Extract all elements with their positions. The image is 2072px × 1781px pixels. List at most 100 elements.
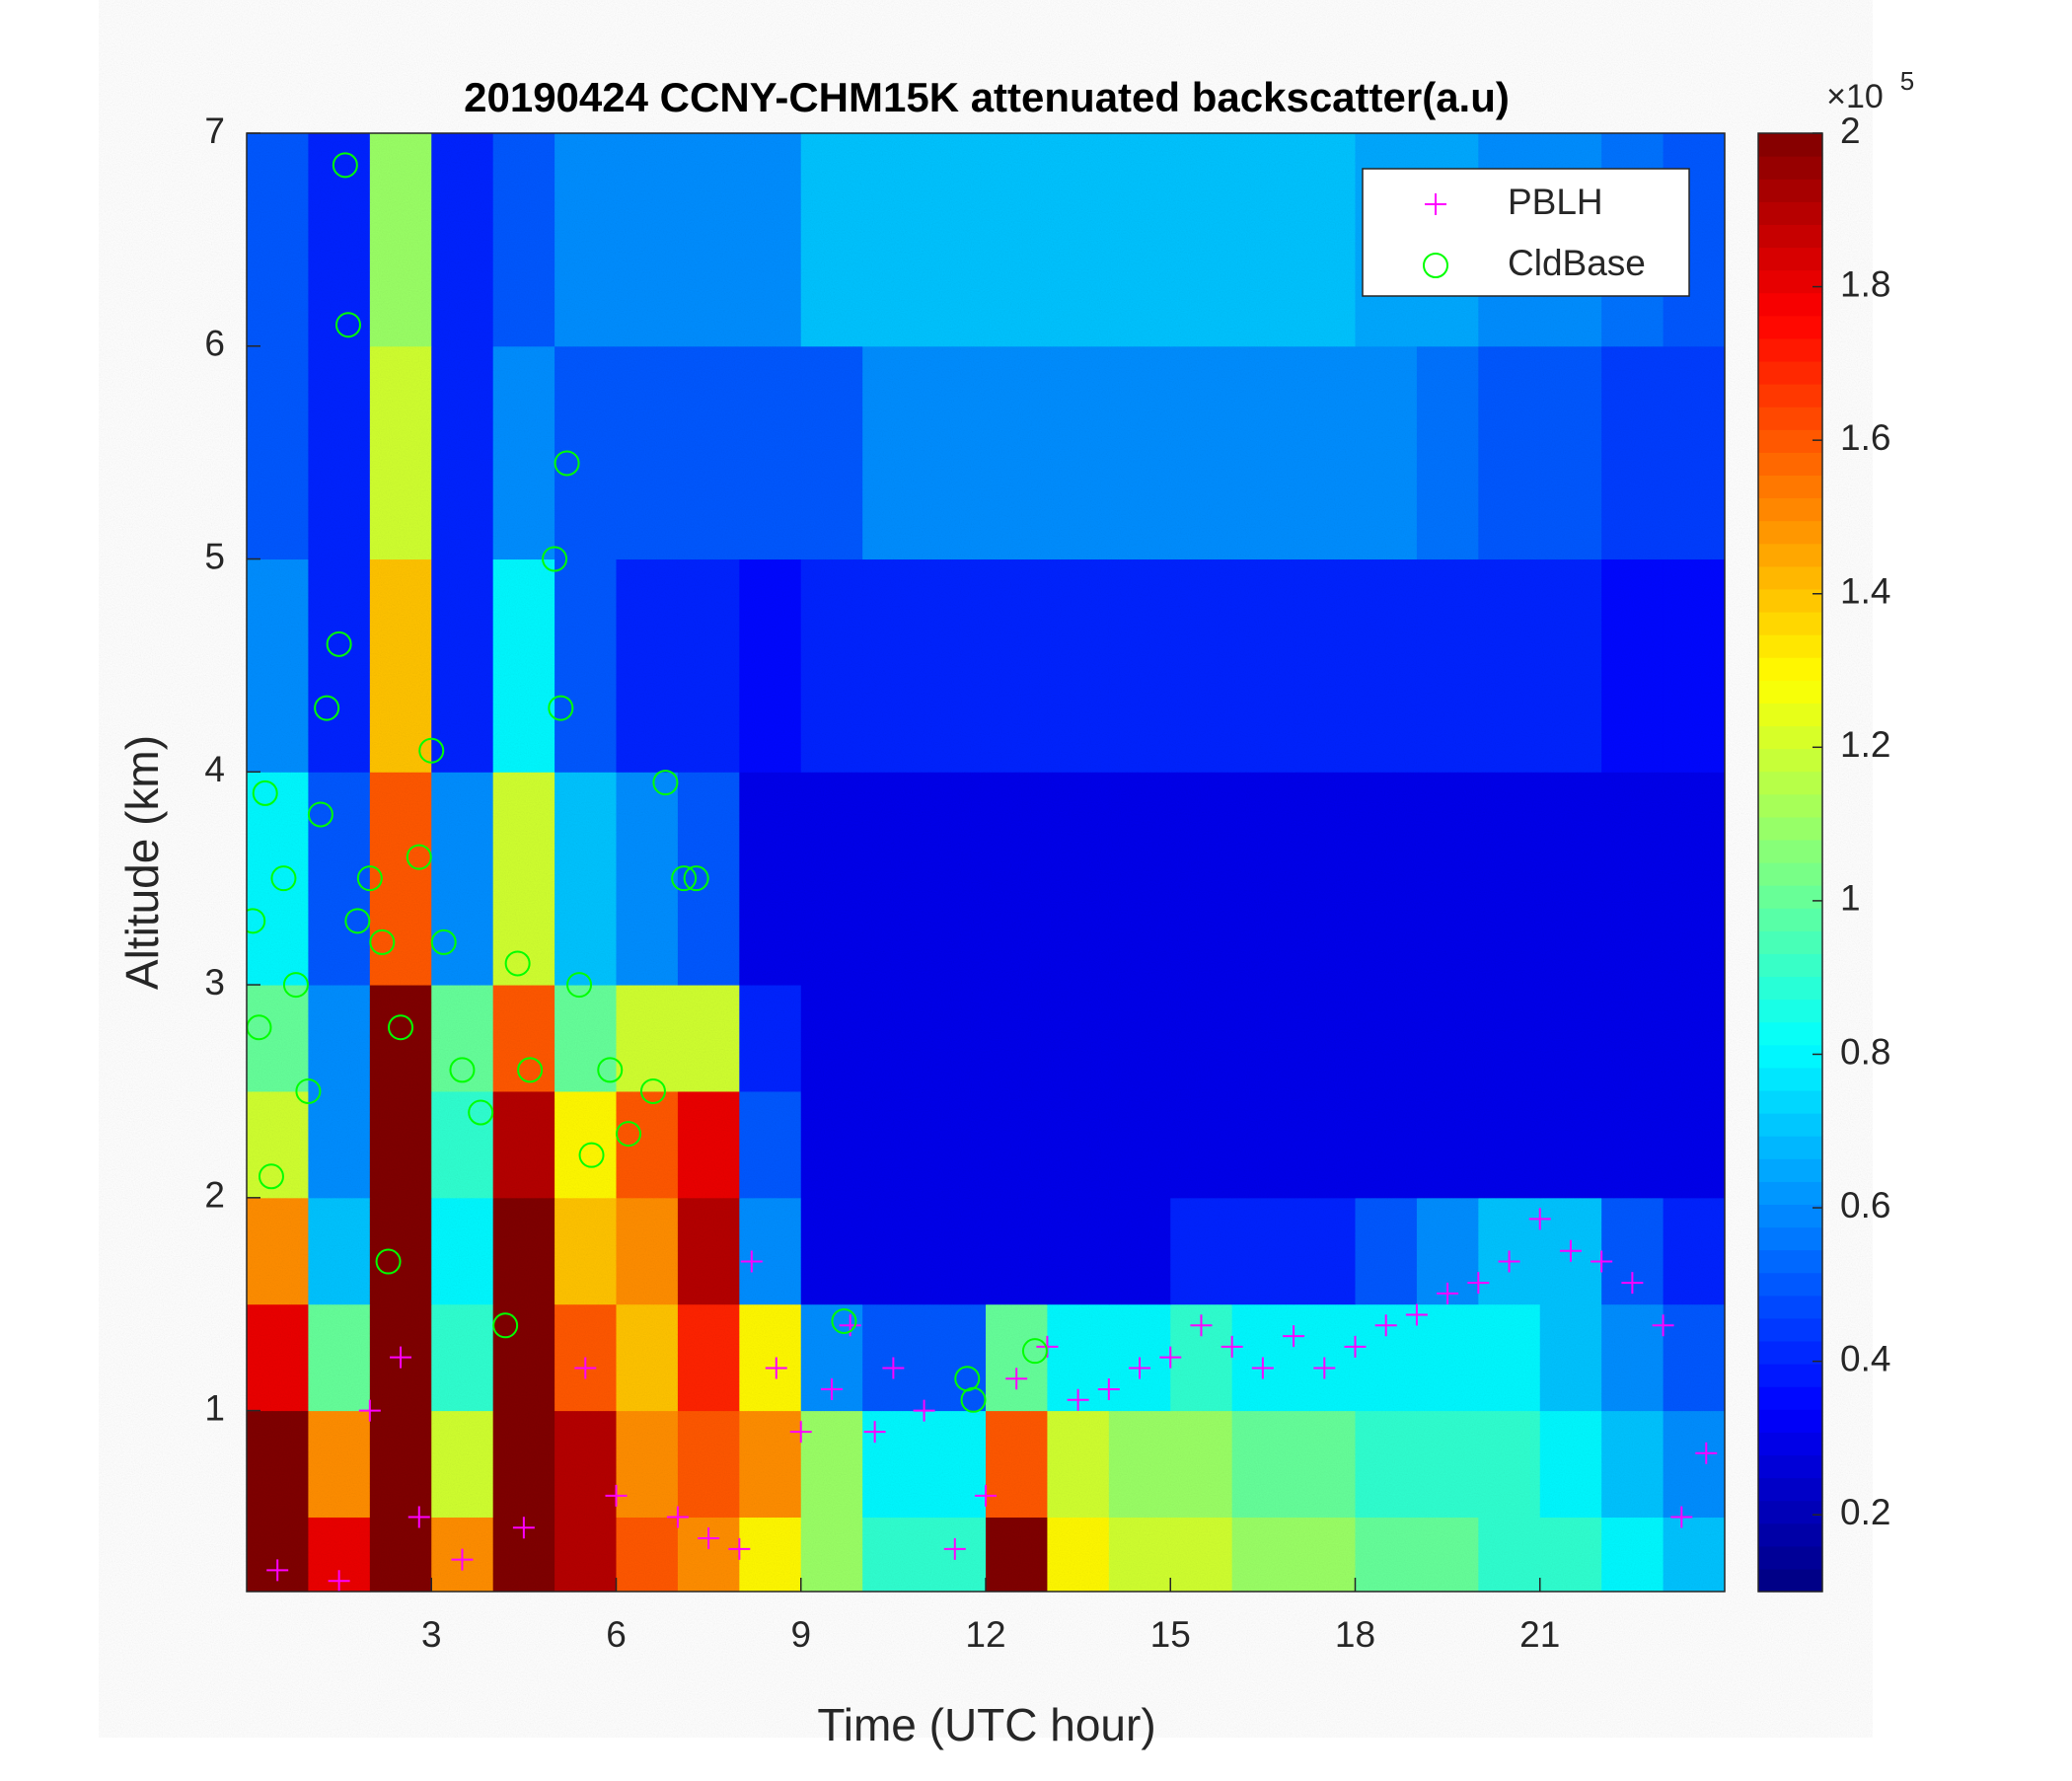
- colorbar-step: [1758, 1545, 1822, 1570]
- pblh-marker: [882, 1357, 905, 1379]
- colorbar-step: [1758, 1477, 1822, 1502]
- pblh-marker: [1528, 1208, 1551, 1230]
- colorbar-step: [1758, 862, 1822, 886]
- cloud-base-marker: [554, 450, 580, 477]
- pblh-marker: [266, 1559, 289, 1582]
- pblh-marker: [1313, 1357, 1336, 1379]
- y-tick-label: 6: [204, 324, 225, 364]
- pblh-marker: [1695, 1442, 1718, 1464]
- pblh-marker: [1159, 1346, 1182, 1369]
- pblh-marker: [1670, 1506, 1693, 1528]
- y-axis-label: Altitude (km): [116, 735, 168, 990]
- colorbar-step: [1758, 1522, 1822, 1547]
- colorbar-step: [1758, 1295, 1822, 1319]
- pblh-marker: [765, 1357, 787, 1379]
- cloud-base-marker: [314, 695, 340, 721]
- colorbar-step: [1758, 337, 1822, 362]
- colorbar-step: [1758, 793, 1822, 818]
- colorbar-step: [1758, 725, 1822, 750]
- colorbar-tick-label: 1.8: [1840, 263, 1890, 304]
- colorbar-step: [1758, 1500, 1822, 1524]
- y-tick-label: 2: [204, 1175, 225, 1216]
- colorbar-step: [1758, 748, 1822, 773]
- pblh-marker: [1129, 1357, 1151, 1379]
- cloud-base-marker: [258, 1163, 284, 1190]
- colorbar-step: [1758, 384, 1822, 408]
- pblh-marker: [913, 1399, 935, 1422]
- overlays: [247, 152, 1718, 1592]
- y-tick-label: 5: [204, 536, 225, 576]
- colorbar-step: [1758, 953, 1822, 978]
- pblh-marker: [605, 1484, 628, 1507]
- colorbar-step: [1758, 1226, 1822, 1251]
- colorbar-step: [1758, 885, 1822, 909]
- pblh-marker: [1374, 1314, 1397, 1337]
- legend: PBLH CldBase: [1362, 168, 1690, 297]
- cloud-base-marker: [615, 1121, 641, 1148]
- colorbar-step: [1758, 565, 1822, 590]
- x-axis-label: Time (UTC hour): [817, 1699, 1155, 1750]
- legend-label: CldBase: [1508, 243, 1646, 283]
- cloud-base-marker: [418, 737, 445, 764]
- colorbar-step: [1758, 520, 1822, 545]
- y-tick-label: 7: [204, 111, 225, 151]
- colorbar-step: [1758, 1044, 1822, 1069]
- pblh-marker: [1190, 1314, 1213, 1337]
- colorbar-step: [1758, 611, 1822, 635]
- colorbar-step: [1758, 224, 1822, 249]
- pblh-marker: [1425, 193, 1446, 215]
- colorbar-step: [1758, 908, 1822, 931]
- cloud-base-marker: [548, 695, 574, 721]
- cloud-base-marker: [388, 1014, 414, 1041]
- colorbar-frame: [1757, 132, 1823, 1593]
- colorbar-step: [1758, 657, 1822, 681]
- x-tick-label: 12: [965, 1614, 1005, 1655]
- pblh-marker: [1652, 1314, 1674, 1337]
- cloud-base-marker: [344, 908, 371, 934]
- colorbar-step: [1758, 930, 1822, 954]
- cloud-base-marker: [468, 1099, 494, 1126]
- pblh-marker: [451, 1548, 474, 1571]
- cloud-base-marker: [671, 865, 698, 892]
- colorbar-tick-label: 1.2: [1840, 724, 1890, 765]
- legend-label: PBLH: [1508, 182, 1603, 222]
- x-tick-label: 15: [1150, 1614, 1191, 1655]
- colorbar-tick-label: 1.4: [1840, 571, 1890, 612]
- colorbar-step: [1758, 475, 1822, 499]
- colorbar-step: [1758, 133, 1822, 157]
- colorbar-step: [1758, 680, 1822, 704]
- cloud-base-marker: [960, 1386, 987, 1413]
- cloud-base-marker: [639, 1077, 666, 1104]
- colorbar-tick-label: 1: [1840, 878, 1861, 919]
- colorbar-step: [1758, 1409, 1822, 1433]
- colorbar-step: [1758, 543, 1822, 567]
- texture: [247, 133, 1725, 1592]
- cloud-base-marker: [652, 770, 679, 796]
- colorbar-step: [1758, 816, 1822, 841]
- x-tick-label: 18: [1335, 1614, 1375, 1655]
- x-tick-label: 21: [1519, 1614, 1560, 1655]
- cloud-base-marker: [831, 1307, 857, 1334]
- x-tick-label: 9: [790, 1614, 811, 1655]
- colorbar-step: [1758, 156, 1822, 180]
- colorbar-step: [1758, 407, 1822, 430]
- colorbar-step: [1758, 269, 1822, 294]
- colorbar-step: [1758, 1067, 1822, 1091]
- cloud-base-marker: [247, 908, 266, 934]
- colorbar-step: [1758, 201, 1822, 225]
- pblh-marker: [1591, 1250, 1613, 1273]
- cloud-base-marker: [430, 928, 457, 955]
- cloud-base-marker: [334, 312, 361, 338]
- cloud-base-marker: [406, 844, 432, 870]
- cloud-base-marker: [542, 546, 568, 572]
- y-tick-label: 1: [204, 1387, 225, 1428]
- cloud-base-marker: [492, 1312, 519, 1339]
- colorbar-step: [1758, 1158, 1822, 1182]
- colorbar-step: [1758, 247, 1822, 271]
- pblh-marker: [1067, 1388, 1089, 1411]
- pblh-marker: [698, 1527, 720, 1550]
- colorbar-tick-label: 2: [1840, 111, 1861, 151]
- colorbar-step: [1758, 1272, 1822, 1297]
- colorbar-step: [1758, 1021, 1822, 1046]
- y-tick-label: 3: [204, 962, 225, 1002]
